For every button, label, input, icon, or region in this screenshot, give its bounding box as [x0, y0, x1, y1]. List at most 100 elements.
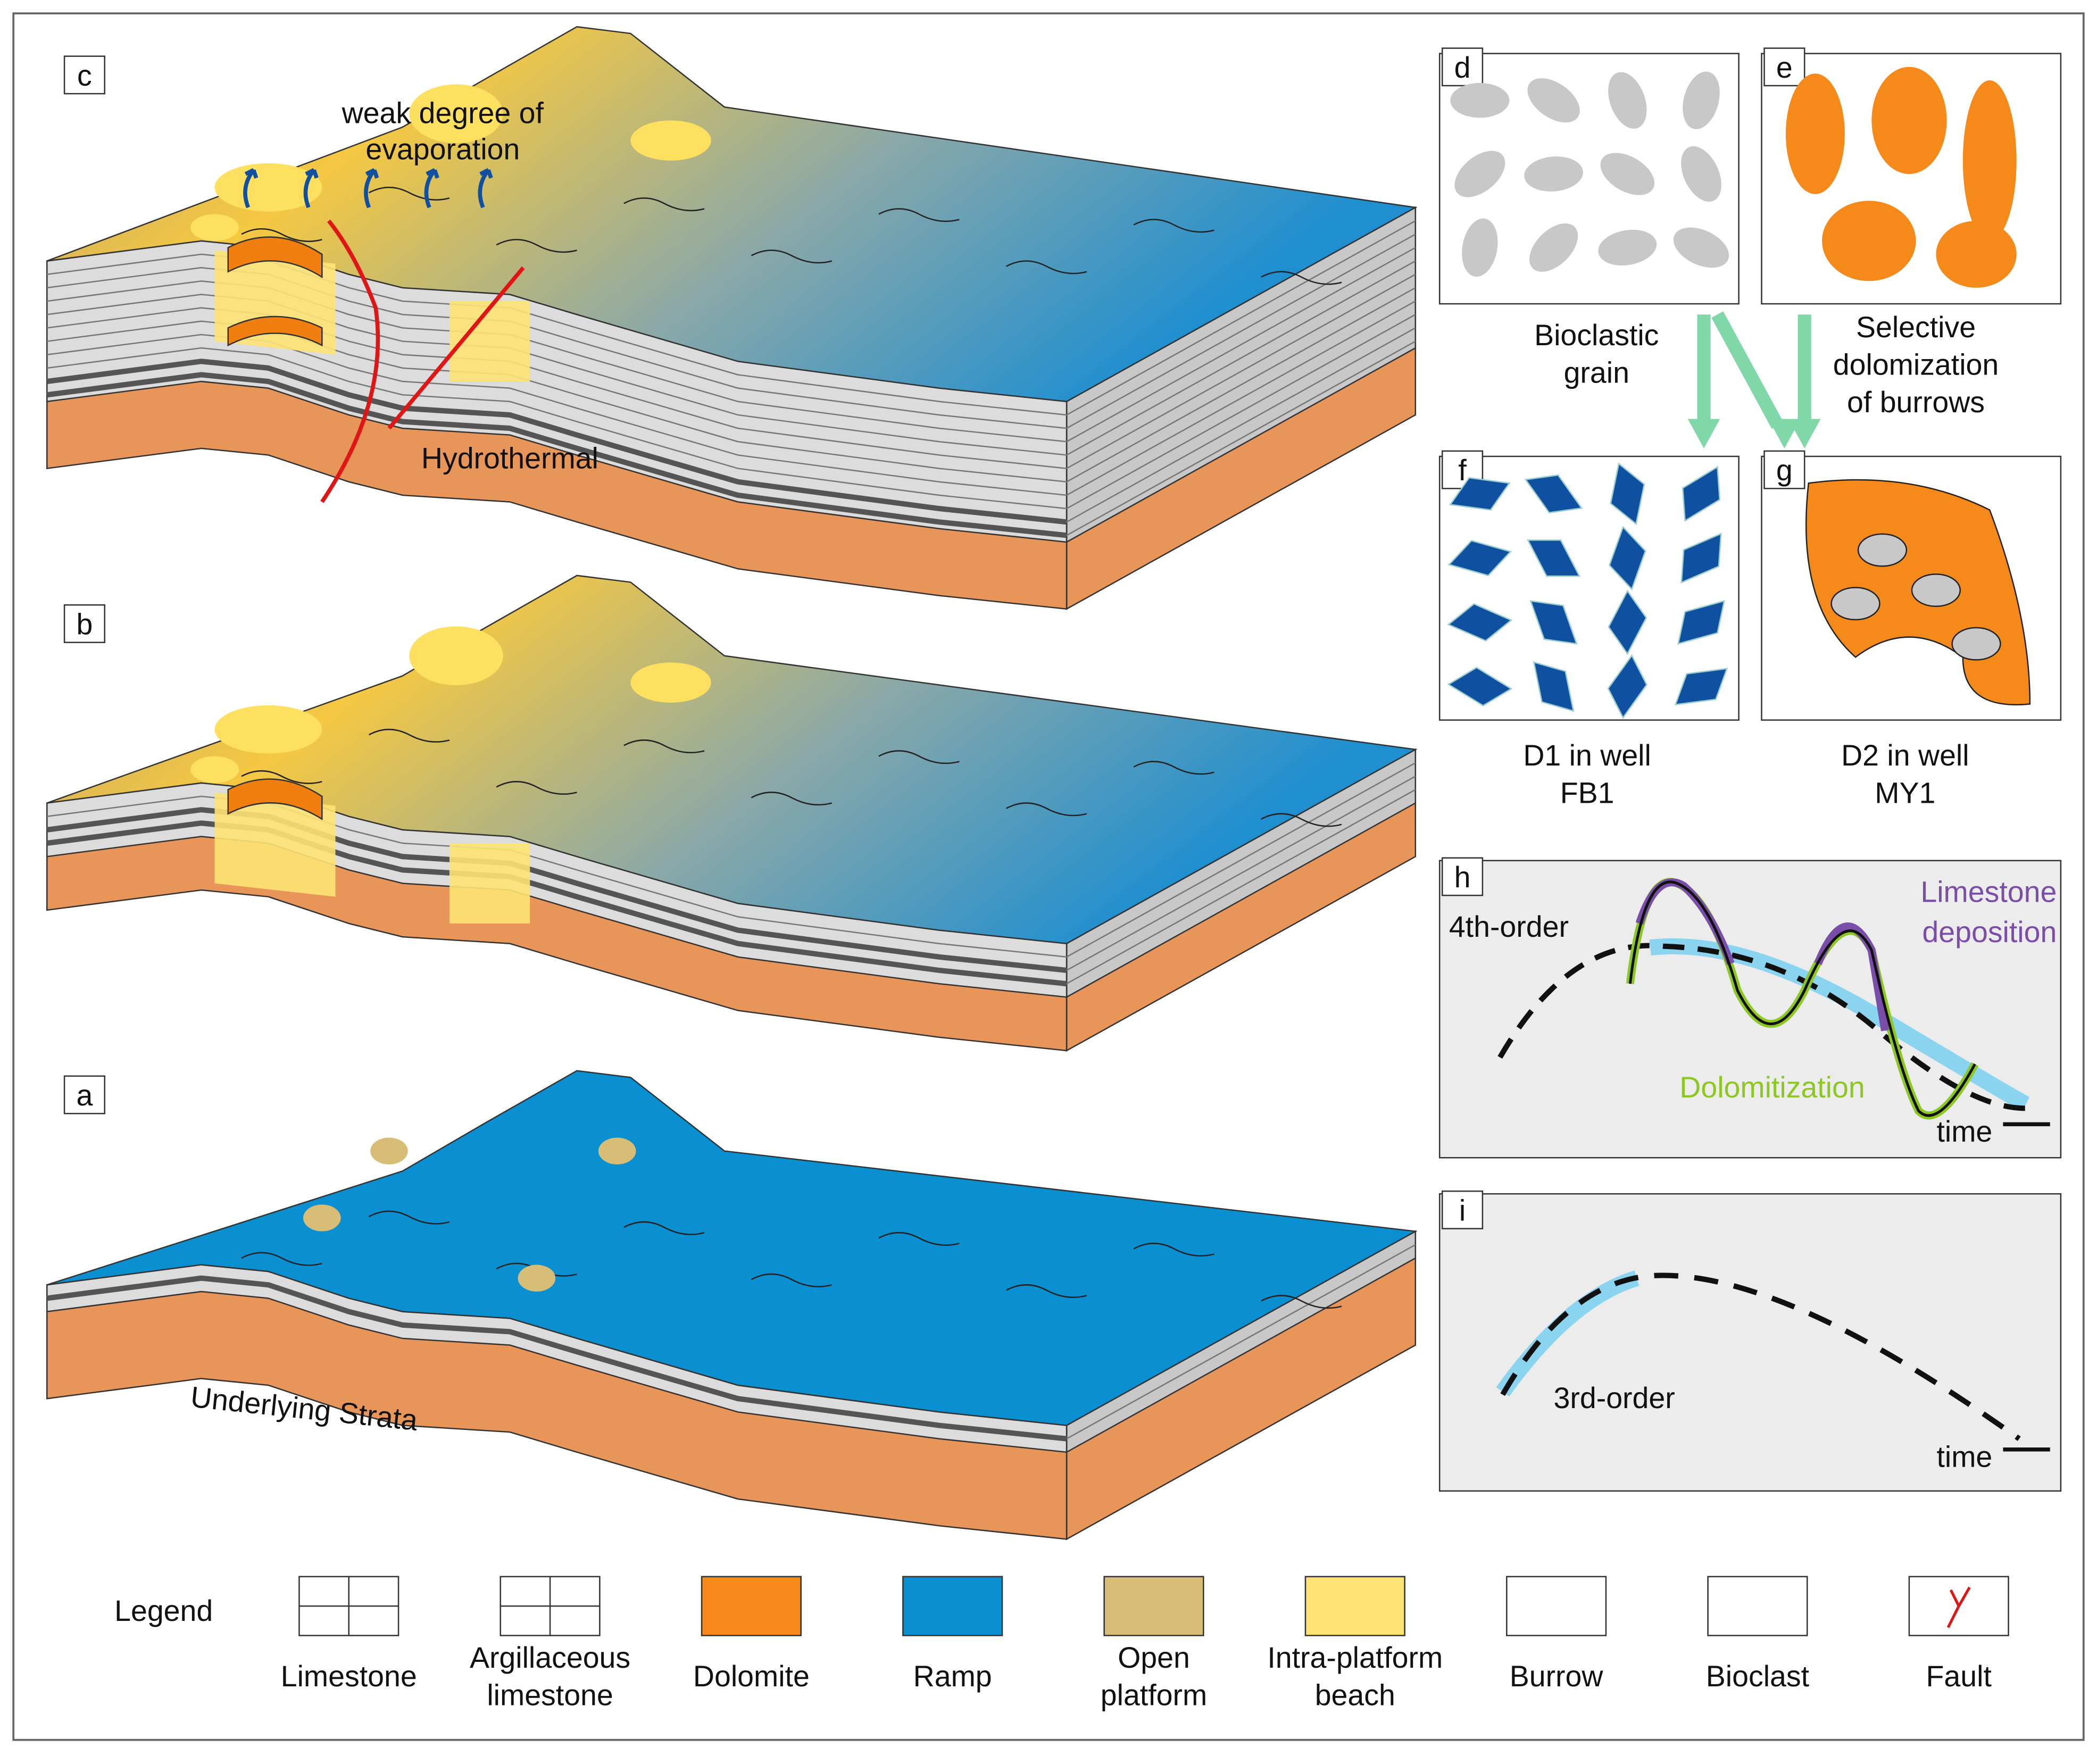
caption: MY1	[1875, 777, 1935, 810]
gray-relic	[1857, 533, 1908, 567]
dolomite	[227, 315, 323, 347]
burrow-dolomite	[1871, 66, 1947, 174]
ripple	[368, 728, 450, 743]
dolomite-crystal	[1533, 661, 1575, 712]
ripple	[241, 228, 322, 242]
open-platform	[518, 1264, 556, 1292]
caption: D1 in well	[1523, 739, 1651, 772]
bioclast-grain	[1527, 78, 1580, 123]
ripple	[751, 792, 833, 806]
ripple	[241, 1252, 322, 1266]
open-platform	[370, 1137, 408, 1164]
caption: Selective	[1856, 311, 1976, 344]
ripple	[368, 1210, 450, 1225]
legend-swatch	[1304, 1576, 1405, 1636]
strata-line	[1066, 234, 1416, 429]
bioclast-grain	[1529, 223, 1578, 272]
axis-label: time	[1936, 1115, 1992, 1148]
ripple	[1005, 802, 1087, 817]
ripple	[878, 1232, 960, 1246]
ripple	[878, 750, 960, 764]
beach-front	[214, 792, 336, 897]
dolomite-crystal	[1449, 477, 1511, 511]
panel-label-box	[1441, 857, 1484, 896]
strata-line	[1066, 776, 1416, 971]
dolomite-crystal	[1677, 600, 1725, 645]
strata-line	[1066, 314, 1416, 510]
fault	[387, 266, 525, 430]
panel-label-box	[63, 1075, 105, 1114]
bioclast-grain	[1681, 146, 1721, 202]
evaporation-arrow	[303, 168, 319, 209]
ripple	[623, 739, 705, 754]
strata-line	[1066, 762, 1416, 958]
bioclast-grain	[1608, 72, 1647, 129]
ripple	[878, 208, 960, 222]
legend-swatch	[1103, 1576, 1204, 1636]
curve-text: 4th-order	[1449, 910, 1569, 943]
annotation: evaporation	[365, 132, 520, 165]
annotation: weak degree of	[342, 97, 544, 130]
legend-label: Burrow	[1510, 1660, 1604, 1693]
evaporation-arrow	[364, 168, 379, 209]
strata-line	[46, 359, 1067, 525]
strata-line	[46, 372, 1067, 538]
panel-label: c	[77, 59, 92, 92]
bioclast-grain	[1450, 82, 1510, 118]
dolomite-crystal	[1609, 526, 1646, 590]
ripple	[1261, 271, 1342, 285]
bioclast-grain	[1673, 227, 1729, 268]
dolomite-crystal	[1680, 532, 1722, 584]
ripple	[368, 186, 450, 201]
strata-line	[46, 1275, 1067, 1442]
legend-label: Limestone	[281, 1660, 417, 1693]
bioclast-grain	[1524, 156, 1583, 192]
dolomite-crystal	[1447, 540, 1512, 577]
dolomite-crystal	[1527, 539, 1580, 577]
strata-line	[1066, 327, 1416, 523]
burrow-dolomite	[1962, 80, 2017, 241]
panel-label: a	[76, 1079, 93, 1112]
legend-swatch	[1506, 1576, 1607, 1636]
dolomite-crystal	[1524, 474, 1583, 514]
strata-line	[47, 347, 1067, 510]
caption: of burrows	[1847, 386, 1985, 419]
beach-patch	[214, 705, 322, 754]
evaporation-arrow	[243, 168, 259, 209]
legend-fault	[1946, 1586, 1971, 1628]
dolomite	[227, 236, 323, 279]
strata-line	[1066, 340, 1416, 536]
caption: Bioclastic	[1534, 319, 1659, 352]
ripple	[751, 249, 833, 264]
strata-line	[1066, 287, 1416, 482]
dolomite-crystal	[1608, 589, 1647, 655]
panel-label-box	[63, 55, 105, 95]
gray-relic	[1951, 627, 2001, 661]
dolomite-crystal	[1529, 600, 1578, 645]
ripple	[1261, 813, 1342, 827]
beach-patch	[190, 214, 239, 241]
annotation: Hydrothermal	[421, 442, 598, 475]
gray-relic	[1830, 587, 1880, 621]
legend-label: Intra-platform	[1267, 1641, 1443, 1674]
bioclast-grain	[1598, 229, 1657, 266]
bioclast-grain	[1683, 71, 1720, 129]
ripple	[623, 197, 705, 212]
beach-patch	[190, 756, 239, 783]
curve-text: Dolomitization	[1679, 1071, 1865, 1104]
ripple	[241, 770, 322, 784]
burrow-dolomite	[1821, 201, 1916, 281]
curve-text: deposition	[1922, 916, 2057, 948]
beach-patch	[630, 120, 711, 161]
caption: FB1	[1560, 777, 1615, 810]
burrow-dolomite	[1936, 221, 2017, 288]
caption: grain	[1564, 356, 1629, 389]
bioclast-grain	[1454, 151, 1505, 197]
dolomite-crystal	[1447, 667, 1513, 706]
ripple	[1005, 260, 1087, 274]
bioclast-grain	[1600, 153, 1655, 195]
ripple	[1261, 1295, 1342, 1309]
dolomite-crystal	[1610, 462, 1645, 526]
legend-swatch	[701, 1576, 802, 1636]
ripple	[1133, 1243, 1214, 1257]
